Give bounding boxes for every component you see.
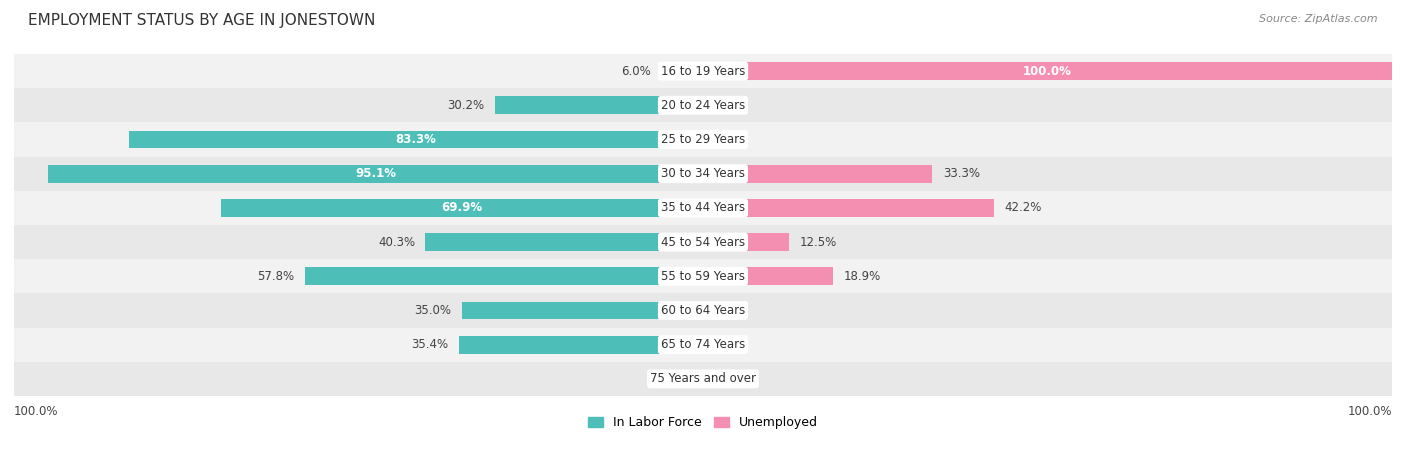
- Bar: [48, 165, 703, 183]
- Bar: [703, 267, 834, 285]
- Text: 57.8%: 57.8%: [257, 270, 294, 283]
- Text: 25 to 29 Years: 25 to 29 Years: [661, 133, 745, 146]
- Text: 16 to 19 Years: 16 to 19 Years: [661, 65, 745, 77]
- Text: 20 to 24 Years: 20 to 24 Years: [661, 99, 745, 112]
- Bar: [14, 122, 1392, 157]
- Text: 69.9%: 69.9%: [441, 202, 482, 214]
- Text: Source: ZipAtlas.com: Source: ZipAtlas.com: [1260, 14, 1378, 23]
- Bar: [14, 362, 1392, 396]
- Bar: [14, 259, 1392, 293]
- Text: 75 Years and over: 75 Years and over: [650, 373, 756, 385]
- Bar: [703, 233, 789, 251]
- Text: 0.0%: 0.0%: [713, 373, 742, 385]
- Text: EMPLOYMENT STATUS BY AGE IN JONESTOWN: EMPLOYMENT STATUS BY AGE IN JONESTOWN: [28, 14, 375, 28]
- Text: 35.4%: 35.4%: [412, 338, 449, 351]
- Text: 0.0%: 0.0%: [713, 304, 742, 317]
- Text: 55 to 59 Years: 55 to 59 Years: [661, 270, 745, 283]
- Bar: [221, 199, 703, 217]
- Text: 33.3%: 33.3%: [943, 167, 980, 180]
- Text: 40.3%: 40.3%: [378, 236, 415, 248]
- Bar: [14, 191, 1392, 225]
- Text: 42.2%: 42.2%: [1004, 202, 1042, 214]
- Text: 18.9%: 18.9%: [844, 270, 880, 283]
- Text: 12.5%: 12.5%: [800, 236, 837, 248]
- Text: 35 to 44 Years: 35 to 44 Years: [661, 202, 745, 214]
- Bar: [14, 157, 1392, 191]
- Bar: [426, 233, 703, 251]
- Bar: [703, 165, 932, 183]
- Bar: [14, 88, 1392, 122]
- Text: 35.0%: 35.0%: [415, 304, 451, 317]
- Text: 0.0%: 0.0%: [713, 133, 742, 146]
- Text: 0.0%: 0.0%: [664, 373, 693, 385]
- Bar: [305, 267, 703, 285]
- Text: 6.0%: 6.0%: [621, 65, 651, 77]
- Bar: [14, 293, 1392, 328]
- Bar: [461, 302, 703, 319]
- Text: 83.3%: 83.3%: [395, 133, 436, 146]
- Bar: [460, 336, 703, 354]
- Text: 60 to 64 Years: 60 to 64 Years: [661, 304, 745, 317]
- Text: 45 to 54 Years: 45 to 54 Years: [661, 236, 745, 248]
- Bar: [14, 54, 1392, 88]
- Text: 30 to 34 Years: 30 to 34 Years: [661, 167, 745, 180]
- Bar: [703, 199, 994, 217]
- Bar: [662, 62, 703, 80]
- Legend: In Labor Force, Unemployed: In Labor Force, Unemployed: [583, 411, 823, 434]
- Bar: [495, 96, 703, 114]
- Bar: [14, 328, 1392, 362]
- Text: 95.1%: 95.1%: [354, 167, 396, 180]
- Bar: [703, 62, 1392, 80]
- Text: 100.0%: 100.0%: [14, 405, 59, 418]
- Bar: [129, 130, 703, 148]
- Bar: [14, 225, 1392, 259]
- Text: 0.0%: 0.0%: [713, 338, 742, 351]
- Text: 0.0%: 0.0%: [713, 99, 742, 112]
- Text: 30.2%: 30.2%: [447, 99, 485, 112]
- Text: 100.0%: 100.0%: [1024, 65, 1071, 77]
- Text: 65 to 74 Years: 65 to 74 Years: [661, 338, 745, 351]
- Text: 100.0%: 100.0%: [1347, 405, 1392, 418]
